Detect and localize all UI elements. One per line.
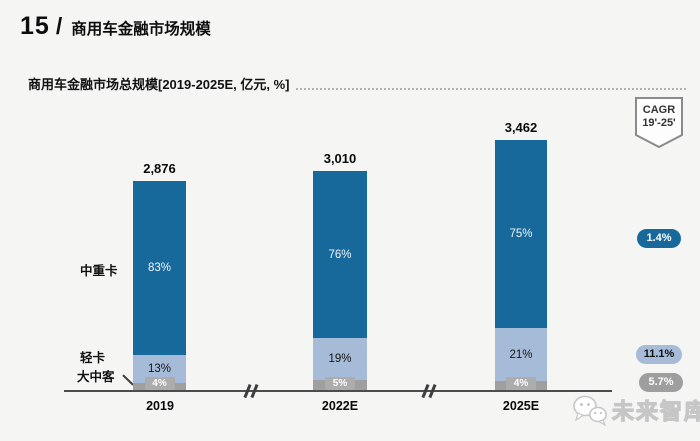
cagr-pill-heavy-truck: 1.4% bbox=[637, 229, 681, 248]
watermark: 未来智库 bbox=[572, 394, 700, 426]
cagr-badge-line1: CAGR bbox=[642, 104, 676, 116]
segment-label: 75% bbox=[509, 228, 533, 241]
series-label-heavy-truck: 中重卡 bbox=[80, 264, 118, 278]
segment-heavy-truck: 76% bbox=[313, 171, 367, 339]
segment-label: 19% bbox=[328, 353, 352, 366]
chart-title: 商用车金融市场总规模[2019-2025E, 亿元, %] bbox=[28, 77, 290, 92]
series-label-light-truck: 轻卡 bbox=[80, 351, 106, 365]
cagr-pill-light-truck: 11.1% bbox=[636, 345, 682, 364]
segment-label: 83% bbox=[147, 262, 172, 275]
x-tick-2022e: 2022E bbox=[321, 399, 359, 413]
segment-light-truck: 21% bbox=[495, 328, 547, 381]
segment-label: 13% bbox=[147, 362, 172, 375]
slide-number: 15 bbox=[20, 12, 50, 40]
slide-divider: / bbox=[55, 13, 63, 39]
cagr-pill-bus: 5.7% bbox=[639, 373, 683, 392]
segment-light-truck: 19% bbox=[313, 338, 367, 380]
segment-heavy-truck: 83% bbox=[133, 181, 186, 356]
stacked-bar-2019: 83% 13% 4% bbox=[133, 181, 186, 391]
page-title: 15 / 商用车金融市场规模 bbox=[20, 12, 211, 41]
segment-bus: 4% bbox=[495, 376, 547, 391]
stacked-bar-2025e: 75% 21% 4% bbox=[495, 140, 547, 391]
segment-label: 76% bbox=[328, 248, 352, 261]
segment-bus: 4% bbox=[133, 376, 186, 391]
slide-title: 商用车金融市场规模 bbox=[71, 21, 211, 38]
x-axis-line bbox=[64, 390, 612, 392]
dotted-divider bbox=[295, 88, 686, 90]
x-tick-2025e: 2025E bbox=[502, 399, 540, 413]
segment-label-tag: 4% bbox=[506, 376, 536, 390]
segment-label-tag: 5% bbox=[325, 376, 355, 390]
segment-bus: 5% bbox=[313, 376, 367, 391]
watermark-text: 未来智库 bbox=[611, 398, 700, 424]
wechat-icon bbox=[573, 395, 607, 426]
bar-total-2022e: 3,010 bbox=[323, 151, 357, 166]
stacked-bar-2022e: 76% 19% 5% bbox=[313, 171, 367, 391]
cagr-badge-line2: 19'-25' bbox=[642, 117, 676, 129]
badge-pentagon-icon bbox=[635, 97, 683, 149]
bar-total-2025e: 3,462 bbox=[504, 120, 538, 135]
cagr-badge: CAGR 19'-25' bbox=[634, 97, 684, 149]
x-tick-2019: 2019 bbox=[146, 399, 174, 413]
segment-label-tag: 4% bbox=[144, 376, 175, 390]
segment-heavy-truck: 75% bbox=[495, 140, 547, 329]
bar-total-2019: 2,876 bbox=[143, 161, 176, 176]
segment-label: 21% bbox=[509, 348, 533, 361]
chart-title-row: 商用车金融市场总规模[2019-2025E, 亿元, %] bbox=[28, 74, 686, 93]
series-label-bus: 大中客 bbox=[77, 370, 115, 384]
leader-line bbox=[122, 374, 134, 386]
